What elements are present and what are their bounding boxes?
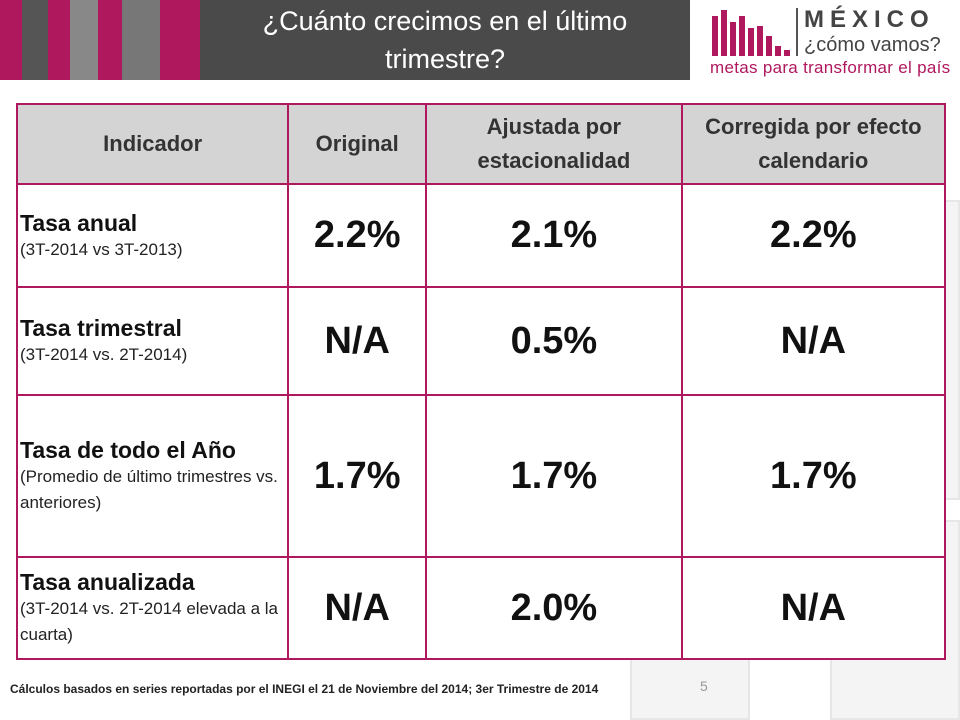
table-row: Tasa anual (3T-2014 vs 3T-2013) 2.2% 2.1… bbox=[15, 183, 947, 288]
row-label: Tasa de todo el Año bbox=[20, 437, 236, 463]
table-header-row: Indicador Original Ajustada por estacion… bbox=[15, 103, 947, 185]
mexico-como-vamos-logo: MÉXICO ¿cómo vamos? metas para transform… bbox=[708, 6, 958, 78]
row-label-cell: Tasa trimestral (3T-2014 vs. 2T-2014) bbox=[15, 286, 290, 396]
row-sublabel: (3T-2014 vs. 2T-2014 elevada a la cuarta… bbox=[20, 599, 278, 644]
logo-subtitle: ¿cómo vamos? bbox=[804, 34, 941, 56]
value-ajustada: 0.5% bbox=[425, 286, 683, 396]
value-original: N/A bbox=[287, 556, 428, 660]
row-sublabel: (3T-2014 vs. 2T-2014) bbox=[20, 345, 188, 364]
value-corregida: 1.7% bbox=[680, 394, 947, 558]
row-sublabel: (3T-2014 vs 3T-2013) bbox=[20, 239, 183, 259]
page-title: ¿Cuánto crecimos en el último trimestre? bbox=[262, 6, 628, 74]
value-ajustada: 2.1% bbox=[425, 183, 683, 288]
value-corregida: 2.2% bbox=[680, 183, 947, 288]
row-label-cell: Tasa de todo el Año (Promedio de último … bbox=[15, 394, 290, 558]
value-ajustada: 1.7% bbox=[425, 394, 683, 558]
value-original: N/A bbox=[287, 286, 428, 396]
title-bar: ¿Cuánto crecimos en el último trimestre? bbox=[200, 0, 690, 80]
table-row: Tasa de todo el Año (Promedio de último … bbox=[15, 394, 947, 558]
value-original: 1.7% bbox=[287, 394, 428, 558]
row-label-cell: Tasa anualizada (3T-2014 vs. 2T-2014 ele… bbox=[15, 556, 290, 660]
header-stripes bbox=[0, 0, 200, 80]
row-label: Tasa anual bbox=[20, 209, 138, 236]
value-corregida: N/A bbox=[680, 556, 947, 660]
logo-tagline: metas para transformar el país bbox=[710, 58, 951, 77]
header-ajustada: Ajustada por estacionalidad bbox=[425, 103, 683, 185]
header-original: Original bbox=[287, 103, 428, 185]
table-row: Tasa anualizada (3T-2014 vs. 2T-2014 ele… bbox=[15, 556, 947, 660]
header-corregida: Corregida por efecto calendario bbox=[680, 103, 947, 185]
header-indicador: Indicador bbox=[15, 103, 290, 185]
growth-table: Indicador Original Ajustada por estacion… bbox=[15, 103, 947, 660]
row-label: Tasa trimestral bbox=[20, 315, 182, 341]
source-footnote: Cálculos basados en series reportadas po… bbox=[10, 682, 599, 696]
table-row: Tasa trimestral (3T-2014 vs. 2T-2014) N/… bbox=[15, 286, 947, 396]
row-label: Tasa anualizada bbox=[20, 569, 195, 595]
value-original: 2.2% bbox=[287, 183, 428, 288]
logo-bars-icon bbox=[712, 10, 796, 56]
row-sublabel: (Promedio de último trimestres vs. anter… bbox=[20, 467, 278, 512]
value-ajustada: 2.0% bbox=[425, 556, 683, 660]
row-label-cell: Tasa anual (3T-2014 vs 3T-2013) bbox=[15, 183, 290, 288]
logo-name: MÉXICO bbox=[804, 6, 935, 33]
value-corregida: N/A bbox=[680, 286, 947, 396]
page-number: 5 bbox=[700, 678, 708, 694]
logo-divider bbox=[796, 8, 798, 56]
